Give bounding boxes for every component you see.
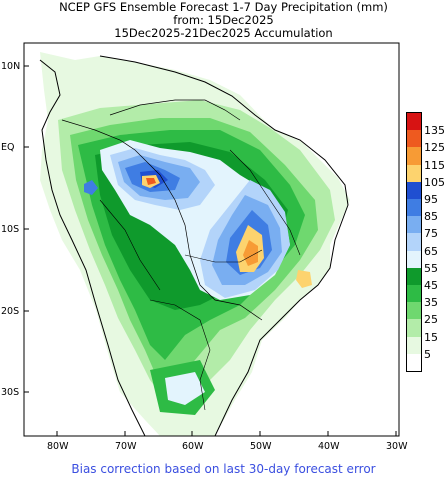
title-line-2: from: 15Dec2025 (173, 13, 274, 27)
lat-tick-label: 10N (1, 61, 20, 72)
title-line-1: NCEP GFS Ensemble Forecast 1-7 Day Preci… (59, 0, 388, 14)
bias-correction-note: Bias correction based on last 30-day for… (71, 462, 376, 476)
legend-swatch (407, 147, 421, 165)
legend-label: 55 (424, 261, 438, 275)
lon-tick-label: 40W (318, 441, 340, 452)
legend-swatch (407, 302, 421, 320)
legend-swatch (407, 336, 421, 354)
legend-label: 95 (424, 193, 438, 206)
legend-swatch (407, 319, 421, 337)
color-legend (406, 112, 422, 372)
legend-label: 25 (424, 313, 438, 327)
lat-tick-label: EQ (1, 142, 14, 153)
lat-tick-label: 10S (1, 224, 19, 235)
legend-swatch (407, 267, 421, 285)
legend-swatch (407, 113, 421, 131)
axis-ticks: 10N EQ 10S 20S 30S 80W 70W 60W 50W 40W 30W (1, 61, 408, 452)
lat-tick-label: 20S (1, 306, 19, 317)
legend-swatch (407, 353, 421, 371)
lon-tick-label: 70W (115, 441, 137, 452)
legend-label: 15 (424, 330, 438, 344)
legend-swatch (407, 130, 421, 148)
legend-label: 85 (424, 210, 438, 224)
legend-swatch (407, 250, 421, 268)
lon-tick-label: 50W (250, 441, 272, 452)
legend-label: 125 (424, 141, 445, 155)
legend-label: 105 (424, 175, 445, 189)
legend-swatch (407, 199, 421, 217)
legend-swatch (407, 164, 421, 182)
legend-label: 135 (424, 124, 445, 138)
lat-tick-label: 30S (1, 387, 19, 398)
legend-label: 115 (424, 158, 445, 172)
legend-swatch (407, 285, 421, 303)
precip-field (39, 52, 350, 436)
legend-label: 5 (424, 347, 431, 361)
legend-label: 65 (424, 244, 438, 258)
legend-swatch (407, 181, 421, 199)
lon-tick-label: 60W (182, 441, 204, 452)
legend-label: 75 (424, 227, 438, 241)
lon-tick-label: 30W (386, 441, 408, 452)
title-line-3: 15Dec2025-21Dec2025 Accumulation (114, 26, 333, 40)
legend-swatch (407, 233, 421, 251)
legend-swatch (407, 216, 421, 234)
legend-label: 45 (424, 279, 438, 292)
lon-tick-label: 80W (47, 441, 69, 452)
map-frame (23, 42, 400, 437)
legend-label: 35 (424, 296, 438, 310)
